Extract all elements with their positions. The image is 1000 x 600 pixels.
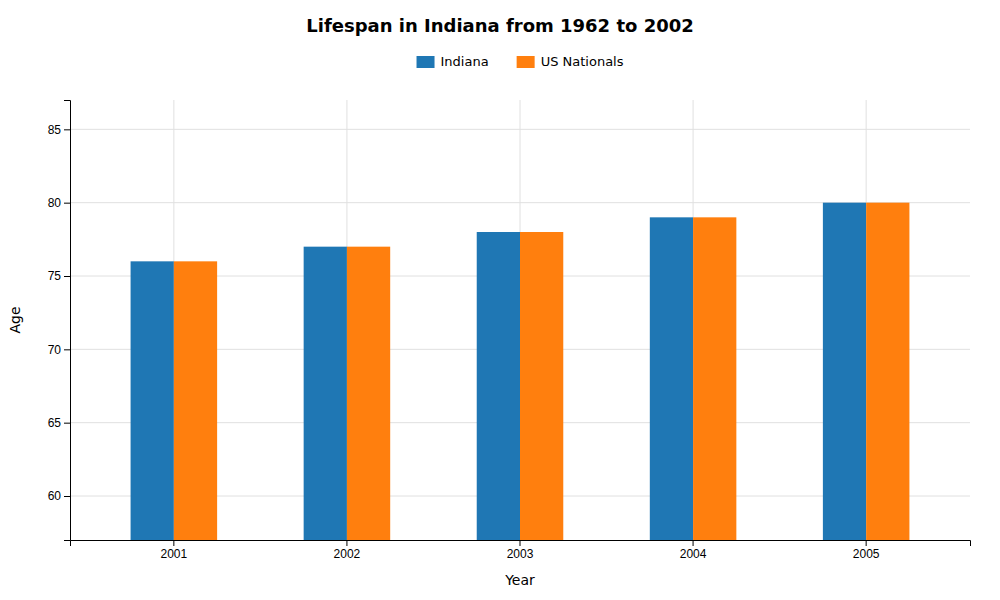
legend: Indiana US Nationals	[417, 54, 624, 69]
grid	[70, 100, 970, 540]
tick-label: 2001	[160, 547, 187, 561]
bar	[823, 203, 866, 540]
tick-label: 80	[48, 196, 62, 210]
tick-label: 2002	[334, 547, 361, 561]
legend-item: US Nationals	[517, 54, 624, 69]
tick-label: 2005	[853, 547, 880, 561]
tick: 60	[48, 489, 70, 503]
tick-mark	[64, 203, 70, 204]
bars	[131, 203, 910, 540]
tick-label: 60	[48, 489, 62, 503]
tick-label: 2003	[507, 547, 534, 561]
tick-mark	[64, 129, 70, 130]
bar	[477, 232, 520, 540]
legend-label: US Nationals	[541, 54, 624, 69]
bar	[131, 261, 174, 540]
tick: 75	[48, 269, 70, 283]
tick-mark	[866, 540, 867, 546]
x-axis: 2001 2002 2003 2004 2005	[71, 540, 971, 561]
bar	[693, 217, 736, 540]
tick: 65	[48, 416, 70, 430]
tick-label: 85	[48, 123, 62, 137]
legend-label: Indiana	[441, 54, 489, 69]
legend-swatch	[517, 56, 535, 68]
title: Lifespan in Indiana from 1962 to 2002	[306, 15, 694, 36]
bar	[347, 247, 390, 540]
axis-line	[71, 541, 971, 547]
tick: 2005	[853, 540, 880, 561]
tick-label: 75	[48, 269, 62, 283]
chart: 2001 2002 2003 2004 2005 60 65 70 75 80 85 Year Age L…	[0, 0, 1000, 600]
tick-mark	[64, 349, 70, 350]
y-axis-title: Age	[7, 306, 23, 333]
plot-area: 2001 2002 2003 2004 2005 60 65 70 75 80 85	[48, 100, 971, 561]
tick-mark	[64, 496, 70, 497]
tick-label: 65	[48, 416, 62, 430]
tick: 80	[48, 196, 70, 210]
y-axis: 60 65 70 75 80 85	[48, 101, 71, 541]
tick: 70	[48, 343, 70, 357]
tick-mark	[64, 276, 70, 277]
tick-label: 70	[48, 343, 62, 357]
bar	[520, 232, 563, 540]
tick: 2002	[334, 540, 361, 561]
tick: 85	[48, 123, 70, 137]
legend-swatch	[417, 56, 435, 68]
tick: 2001	[160, 540, 187, 561]
axis-line	[64, 101, 71, 541]
bar-series	[131, 203, 867, 540]
x-axis-title: Year	[504, 572, 535, 588]
bar	[174, 261, 217, 540]
tick-mark	[64, 423, 70, 424]
tick-mark	[173, 540, 174, 546]
bar	[304, 247, 347, 540]
bar	[866, 203, 909, 540]
tick-label: 2004	[680, 547, 707, 561]
bar	[650, 217, 693, 540]
tick-mark	[693, 540, 694, 546]
tick-mark	[346, 540, 347, 546]
bar-series	[174, 203, 910, 540]
tick-mark	[520, 540, 521, 546]
legend-item: Indiana	[417, 54, 489, 69]
tick: 2004	[680, 540, 707, 561]
tick: 2003	[507, 540, 534, 561]
